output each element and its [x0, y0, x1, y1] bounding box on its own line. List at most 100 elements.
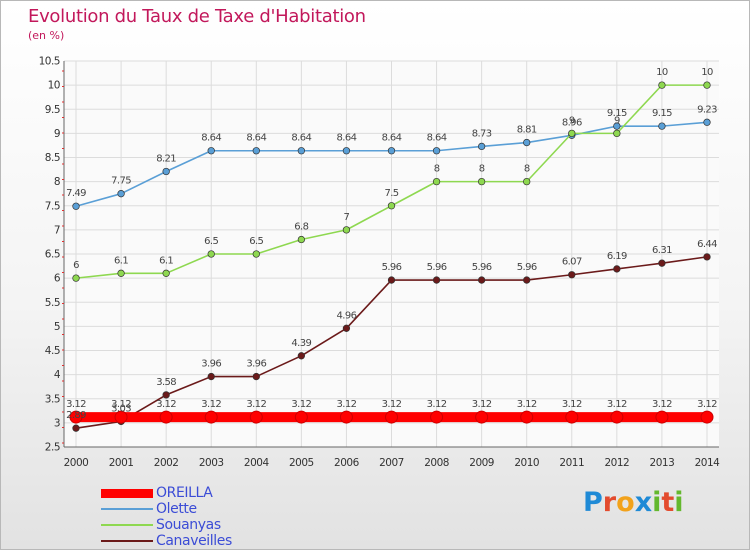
data-label-canaveilles: 5.96 [427, 262, 447, 273]
data-label-oreilla: 3.12 [201, 399, 221, 410]
data-label-souanyas: 8 [479, 164, 485, 175]
y-tick-label: 9.5 [45, 104, 60, 116]
data-label-olette: 8.64 [201, 133, 221, 144]
data-label-oreilla: 3.12 [607, 399, 627, 410]
data-point-canaveilles [658, 259, 666, 267]
data-label-olette: 8.64 [246, 133, 266, 144]
data-label-souanyas: 6 [73, 260, 79, 271]
data-label-souanyas: 8 [434, 164, 440, 175]
data-label-canaveilles: 3.58 [156, 377, 176, 388]
data-point-olette [477, 142, 486, 151]
chart-title: Evolution du Taux de Taxe d'Habitation [28, 6, 366, 27]
data-label-oreilla: 3.12 [472, 399, 492, 410]
logo-letter-4: x [634, 487, 653, 518]
x-tick-label: 2011 [559, 457, 584, 469]
data-point-oreilla [339, 410, 353, 424]
x-tick-label: 2006 [334, 457, 360, 469]
data-point-canaveilles [703, 253, 711, 261]
data-label-olette: 9.15 [607, 108, 627, 119]
data-label-oreilla: 3.12 [291, 399, 311, 410]
data-label-olette: 7.49 [66, 188, 86, 199]
data-point-canaveilles [568, 271, 576, 279]
data-point-oreilla [430, 410, 444, 424]
data-label-souanyas: 7.5 [384, 188, 398, 199]
logo-letter-6: t [661, 487, 675, 518]
data-point-souanyas [432, 177, 441, 186]
y-tick-label: 7 [54, 224, 60, 236]
data-point-canaveilles [162, 391, 170, 399]
data-point-canaveilles [387, 276, 396, 284]
y-tick-label: 10.5 [39, 56, 60, 68]
y-tick-label: 4 [54, 369, 61, 381]
data-point-souanyas [658, 81, 666, 89]
data-point-olette [342, 147, 351, 155]
data-point-oreilla [700, 410, 714, 424]
data-point-olette [162, 167, 170, 176]
x-tick-label: 2003 [199, 457, 224, 469]
data-point-souanyas [613, 129, 621, 138]
y-tick-label: 10 [48, 80, 60, 92]
logo-letter-2: r [602, 487, 617, 518]
data-label-canaveilles: 4.39 [291, 338, 311, 349]
x-tick-label: 2009 [469, 457, 494, 469]
data-label-oreilla: 3.12 [427, 399, 447, 410]
data-label-oreilla: 3.12 [517, 399, 537, 410]
legend-swatch-olette [101, 508, 153, 510]
data-label-souanyas: 9 [569, 115, 575, 126]
data-point-oreilla [294, 410, 308, 424]
data-label-oreilla: 3.12 [156, 399, 176, 410]
data-label-souanyas: 10 [656, 67, 668, 78]
data-point-canaveilles [252, 372, 260, 381]
x-tick-label: 2008 [424, 457, 449, 469]
legend-swatch-souanyas [101, 524, 153, 526]
data-point-olette [297, 147, 306, 155]
data-label-canaveilles: 5.96 [517, 262, 537, 273]
data-label-souanyas: 6.1 [159, 255, 173, 266]
y-tick-label: 8 [54, 176, 60, 188]
data-label-oreilla: 3.12 [382, 399, 402, 410]
data-point-canaveilles [342, 324, 351, 332]
x-tick-label: 2000 [64, 457, 89, 469]
data-label-souanyas: 6.5 [204, 236, 218, 247]
y-tick-label: 3.5 [45, 393, 60, 405]
data-label-olette: 9.15 [652, 108, 672, 119]
data-point-souanyas [252, 250, 260, 258]
data-label-oreilla: 3.12 [66, 399, 86, 410]
data-point-canaveilles [523, 276, 531, 284]
data-point-canaveilles [207, 372, 215, 381]
legend-label-olette: Olette [156, 501, 197, 517]
data-point-souanyas [207, 250, 215, 258]
data-point-oreilla [655, 410, 669, 424]
logo-letter-3: o [616, 487, 635, 518]
x-tick-label: 2002 [154, 457, 179, 469]
legend-swatch-oreilla [101, 489, 153, 498]
y-tick-label: 7.5 [45, 200, 60, 212]
data-point-oreilla [69, 410, 83, 424]
data-point-oreilla [249, 410, 263, 424]
y-tick-label: 6.5 [45, 249, 60, 261]
x-tick-label: 2014 [695, 457, 721, 469]
data-label-canaveilles: 3.03 [111, 403, 131, 414]
x-tick-label: 2013 [650, 457, 675, 469]
data-point-olette [117, 190, 125, 198]
data-label-canaveilles: 6.07 [562, 257, 582, 268]
data-label-souanyas: 8 [524, 164, 530, 175]
data-label-canaveilles: 6.31 [652, 245, 672, 256]
data-point-olette [387, 147, 396, 155]
x-tick-label: 2010 [514, 457, 539, 469]
logo-letter-1: P [583, 487, 603, 518]
data-point-olette [523, 138, 531, 147]
y-tick-label: 4.5 [45, 345, 60, 357]
logo-letter-5: i [652, 487, 662, 518]
data-point-canaveilles [72, 424, 80, 432]
data-label-canaveilles: 5.96 [472, 262, 492, 273]
data-point-souanyas [703, 81, 711, 89]
data-label-souanyas: 9 [614, 115, 620, 126]
data-label-olette: 9.23 [697, 104, 717, 115]
data-point-souanyas [477, 177, 486, 186]
data-label-olette: 7.75 [111, 176, 131, 187]
data-point-oreilla [204, 410, 218, 424]
data-label-oreilla: 3.12 [562, 399, 582, 410]
data-label-oreilla: 3.12 [246, 399, 266, 410]
